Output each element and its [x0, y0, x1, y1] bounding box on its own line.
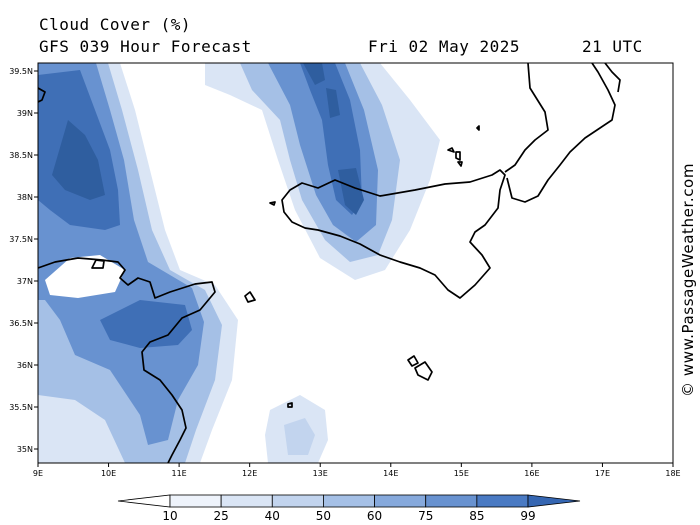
coastline-sicily	[281, 169, 506, 299]
coastline-gozo	[414, 361, 433, 381]
coastline-calabria	[504, 63, 549, 173]
cloud-clear-pocket	[45, 255, 125, 298]
lon-tick-label: 13E	[313, 469, 328, 478]
cloud-level-5	[303, 63, 325, 85]
colorbar-label: 10	[162, 509, 177, 523]
lat-tick-label: 39.5N	[9, 67, 33, 76]
cloud-level-5	[338, 168, 364, 215]
lat-tick-label: 38.5N	[9, 151, 33, 160]
coastline-malta	[407, 355, 419, 367]
coastline-aeolian	[447, 125, 480, 167]
coastline-tunisia	[38, 257, 216, 463]
latitude-axis: 39.5N 39N 38.5N 38N 37.5N 37N 36.5N 36N 35.5N 35N	[9, 67, 38, 454]
lat-tick-label: 35.5N	[9, 403, 33, 412]
lat-tick-label: 35N	[17, 445, 33, 454]
colorbar-segment	[271, 494, 324, 508]
colorbar-upper-arrow	[527, 494, 581, 508]
map-title: Cloud Cover (%)	[39, 15, 191, 34]
plot-frame	[37, 62, 674, 464]
lat-tick-label: 38N	[17, 193, 33, 202]
coastline-apulia	[604, 63, 621, 93]
colorbar-label: 50	[316, 509, 331, 523]
lon-tick-label: 12E	[242, 469, 257, 478]
colorbar-segment	[425, 494, 478, 508]
colorbar-segment	[169, 494, 222, 508]
lon-tick-label: 16E	[524, 469, 539, 478]
lat-tick-label: 37N	[17, 277, 33, 286]
lon-tick-label: 9E	[33, 469, 43, 478]
lat-tick-label: 37.5N	[9, 235, 33, 244]
lon-tick-label: 18E	[665, 469, 680, 478]
lon-tick-label: 14E	[383, 469, 398, 478]
forecast-time: 21 UTC	[582, 37, 643, 56]
colorbar-label: 40	[265, 509, 280, 523]
cloud-level-2	[284, 418, 315, 455]
forecast-date: Fri 02 May 2025	[368, 37, 520, 56]
lon-tick-label: 17E	[595, 469, 610, 478]
cloud-level-1	[388, 118, 418, 150]
forecast-subtitle: GFS 039 Hour Forecast	[39, 37, 252, 56]
coastline-pantelleria	[244, 291, 256, 303]
colorbar-label: 25	[214, 509, 229, 523]
lon-tick-label: 15E	[454, 469, 469, 478]
coastline-ionian	[506, 63, 616, 203]
colorbar-label: 85	[469, 509, 484, 523]
colorbar-label: 75	[418, 509, 433, 523]
cloud-cover-field	[38, 63, 673, 463]
coastlines	[38, 63, 621, 463]
coastline-cap-bon	[91, 259, 105, 269]
lat-tick-label: 39N	[17, 109, 33, 118]
colorbar-label: 60	[367, 509, 382, 523]
colorbar-segment	[323, 494, 375, 508]
lat-tick-label: 36N	[17, 361, 33, 370]
coastline-egadi	[269, 201, 276, 206]
longitude-axis: 9E 10E 11E 12E 13E 14E 15E 16E 17E 18E	[33, 463, 681, 478]
colorbar-segment	[220, 494, 273, 508]
colorbar-segment	[374, 494, 427, 508]
lon-tick-label: 10E	[101, 469, 116, 478]
colorbar-segment	[476, 494, 529, 508]
colorbar: 10 25 40 50 60 75 85 99	[117, 494, 581, 523]
lon-tick-label: 11E	[171, 469, 186, 478]
cloud-level-5	[326, 88, 340, 118]
colorbar-lower-arrow	[117, 494, 171, 508]
coastline-sardinia	[38, 87, 46, 103]
colorbar-label: 99	[520, 509, 535, 523]
lat-tick-label: 36.5N	[9, 319, 33, 328]
cloud-level-5	[52, 120, 105, 200]
cloud-level-4	[100, 300, 192, 348]
coastline-lampedusa	[287, 402, 293, 408]
